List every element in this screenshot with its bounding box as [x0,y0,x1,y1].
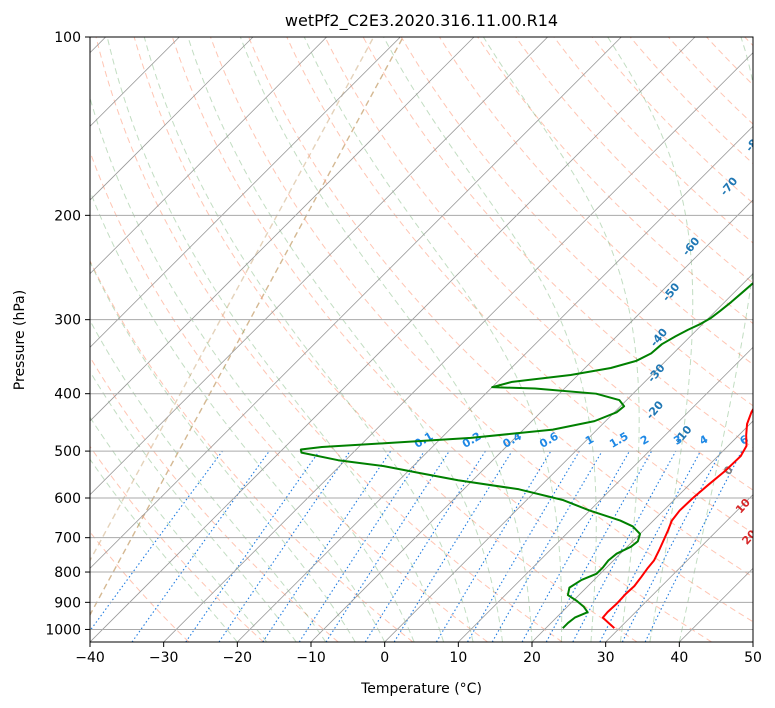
isotherm-line [310,199,753,642]
mixing-ratio-line [131,450,270,642]
y-tick-label: 300 [54,313,81,329]
mixing-ratio-line [572,450,677,642]
x-tick-label: −30 [149,650,179,666]
y-tick-label: 500 [54,444,81,460]
x-tick-label: 30 [597,650,615,666]
moist-adiabat-line [90,416,268,642]
background-contour-line [90,37,375,562]
y-tick-label: 100 [54,30,81,46]
isotherm-line [384,273,753,642]
y-tick-label: 900 [54,595,81,611]
dry-adiabat-line [90,259,414,642]
isotherm-line [531,420,753,642]
moist-adiabat-line [106,37,445,642]
isotherm-line [163,52,753,642]
temperature-profile-line [601,407,753,629]
y-tick-label: 1000 [45,622,81,638]
moist-adiabat-line [239,37,533,642]
mixing-ratio-line [467,450,580,642]
dry-adiabat-label: 30 [751,555,771,575]
dry-adiabat-line [133,37,638,642]
x-tick-label: −20 [223,650,253,666]
y-axis-label: Pressure (hPa) [12,290,28,390]
dry-adiabat-line [171,37,712,642]
dry-adiabat-line [210,37,753,623]
profile-series [299,281,753,629]
isotherm-line [90,37,401,348]
moist-adiabat-line [90,260,356,642]
plot-frame [89,36,754,643]
dry-adiabat-line [95,37,563,642]
x-tick-label: 0 [380,650,389,666]
x-tick-label: 10 [449,650,467,666]
y-tick-label: 700 [54,531,81,547]
dry-adiabat-line [591,37,753,204]
y-tick-label: 200 [54,208,81,224]
moist-adiabat-line [187,37,504,642]
moist-adiabat-line [482,37,640,642]
x-tick-label: −10 [296,650,326,666]
y-axis-ticks: 100 200 300 400 500 600 700 800 900 1000 [45,30,90,638]
y-tick-label: 600 [54,491,81,507]
moist-adiabat-line [90,370,297,642]
isotherm-line [90,37,254,201]
isotherm-line [90,37,327,275]
dry-adiabat-line [515,37,753,284]
moist-adiabat-line [383,37,597,642]
mixing-ratio-line [90,450,223,632]
x-tick-label: −40 [75,650,105,666]
mixing-ratio-line [325,450,450,642]
moist-adiabat-line [90,319,327,642]
x-tick-label: 40 [670,650,688,666]
mixing-ratio-line [435,450,552,642]
isotherm-line [90,37,548,496]
isotherm-line [237,125,753,642]
mixing-ratio-line [491,450,603,642]
isotherm-line [90,37,475,422]
x-tick-label: 50 [744,650,762,666]
moist-adiabat-line [90,458,238,642]
isotherm-line [605,494,753,642]
isotherm-line [90,37,696,642]
isotherms [90,37,753,642]
mixing-ratio-line [364,450,486,642]
dry-adiabat-line [90,445,264,642]
isotherm-line [458,346,753,642]
mixing-ratio-line [521,450,630,642]
moist-adiabat-line [607,37,694,642]
mixing-ratio-line [393,450,513,642]
y-tick-label: 400 [54,387,81,403]
dry-adiabats [90,37,753,642]
dry-adiabat-line [629,37,753,165]
chart-title: wetPf2_C2E3.2020.316.11.00.R14 [285,11,558,31]
isobars [90,37,753,630]
mixing-ratio-line [218,450,351,642]
y-tick-label: 800 [54,565,81,581]
dry-adiabat-line [477,37,753,325]
dry-adiabat-line [248,37,753,578]
moist-adiabat-line [678,37,753,642]
moist-adiabat-line [303,37,563,642]
plot-area: 010203040-100-90-80-70-60-50-40-30-20-10… [90,37,771,642]
dry-adiabat-line [400,37,753,407]
mixing-ratio-line [185,450,320,642]
background-contour-line [90,37,404,617]
x-axis-label: Temperature (°C) [360,681,482,697]
moist-adiabat-line [90,189,386,642]
moist-adiabat-line [143,37,474,642]
mixing-ratio-lines [90,450,743,642]
x-axis-ticks: −40 −30 −20 −10 0 10 20 30 40 50 [75,642,762,666]
dewpoint-profile-line [299,281,753,629]
dry-adiabat-line [324,37,753,491]
x-tick-label: 20 [523,650,541,666]
isotherm-line [90,37,622,569]
moist-adiabat-label: -80 [743,131,766,155]
